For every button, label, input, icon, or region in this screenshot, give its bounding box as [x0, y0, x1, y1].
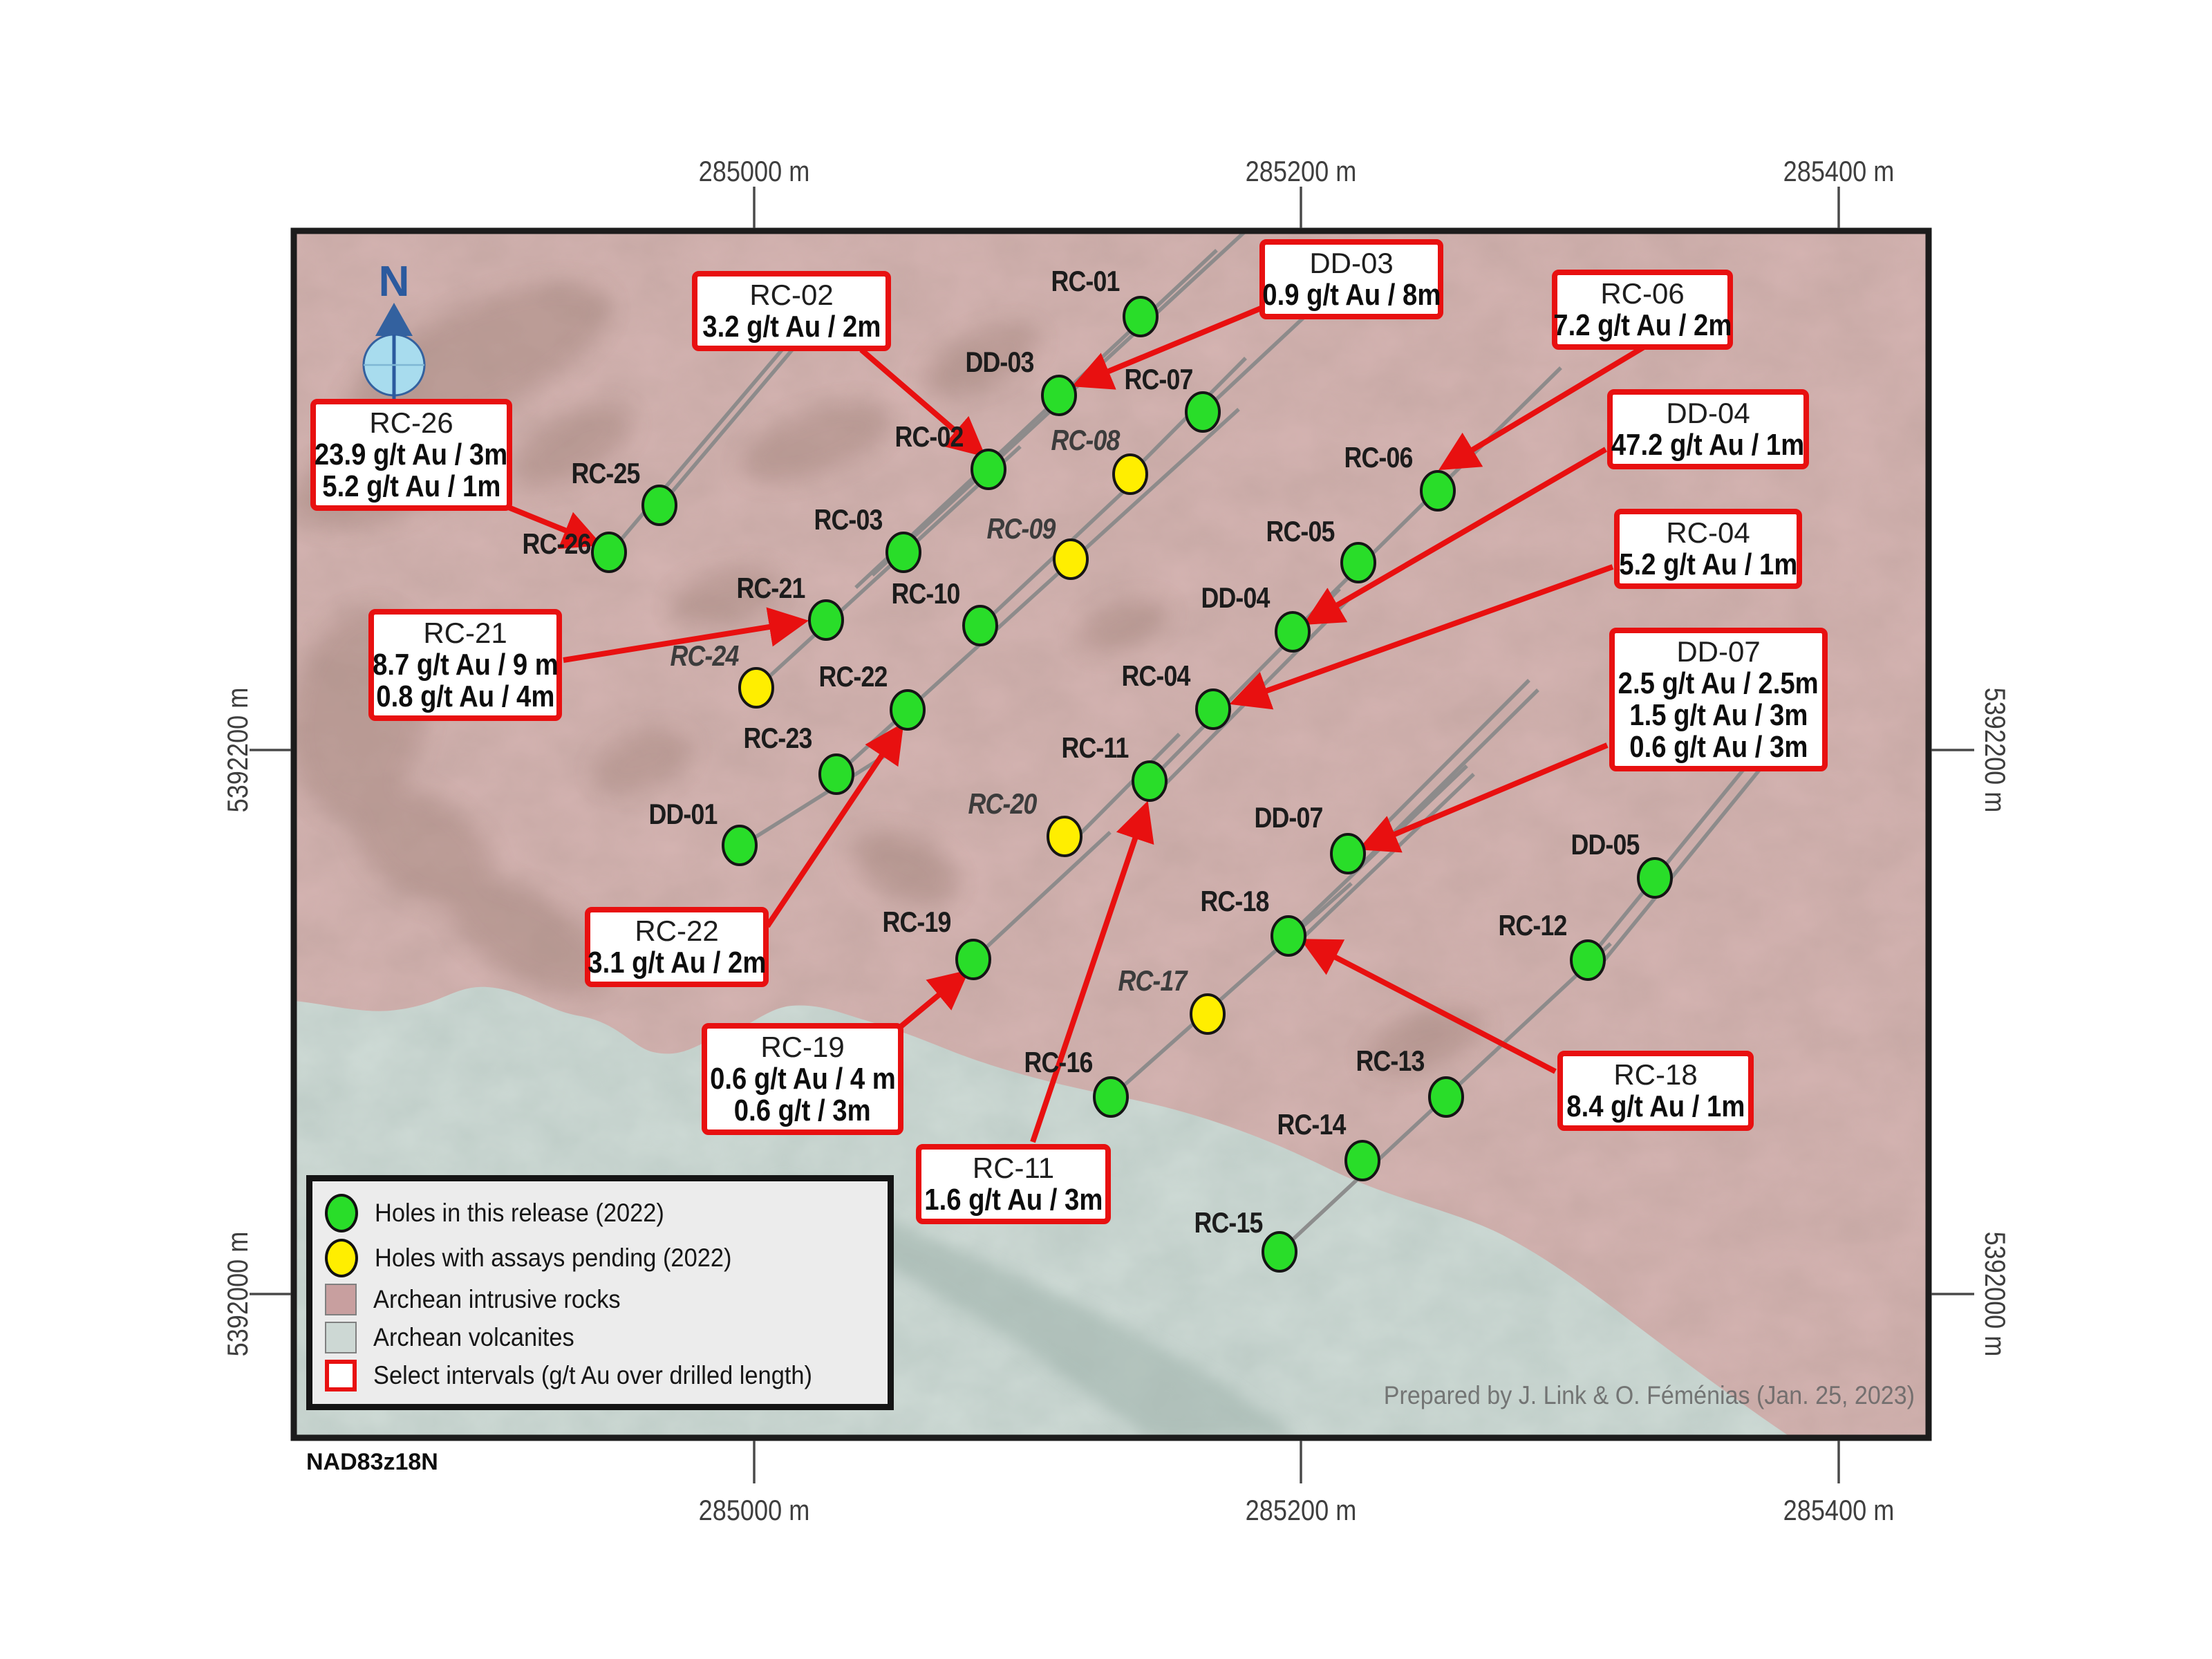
hole-marker-RC-15 — [1262, 1231, 1297, 1273]
hole-marker-RC-14 — [1344, 1140, 1380, 1181]
compass-north-letter: N — [379, 258, 410, 306]
hole-marker-RC-25 — [641, 485, 677, 526]
hole-marker-RC-08 — [1112, 453, 1148, 495]
hole-marker-RC-21 — [808, 599, 844, 641]
drill-hole-markers — [591, 296, 1673, 1273]
hole-marker-DD-01 — [722, 825, 758, 866]
hole-marker-RC-26 — [591, 532, 627, 573]
hole-marker-RC-16 — [1093, 1076, 1129, 1118]
hole-marker-RC-13 — [1428, 1076, 1464, 1118]
hole-marker-DD-05 — [1637, 857, 1673, 899]
hole-marker-RC-02 — [971, 449, 1006, 490]
hole-marker-RC-12 — [1570, 939, 1606, 981]
hole-marker-RC-22 — [890, 689, 926, 731]
hole-marker-RC-18 — [1271, 915, 1306, 957]
callout-arrows — [487, 306, 1651, 1143]
hole-marker-RC-20 — [1047, 816, 1082, 857]
terrain — [294, 231, 1929, 1438]
hole-marker-RC-11 — [1132, 760, 1168, 802]
compass-needle-icon — [375, 303, 413, 336]
grid-ticks — [250, 187, 1974, 1483]
hole-marker-RC-23 — [818, 753, 854, 795]
hole-marker-RC-01 — [1123, 296, 1159, 337]
hole-marker-DD-07 — [1330, 833, 1366, 874]
hole-marker-RC-10 — [962, 605, 998, 646]
compass-rose: N — [362, 258, 426, 408]
hole-marker-RC-17 — [1190, 993, 1226, 1035]
hole-marker-RC-24 — [738, 667, 774, 709]
hole-marker-RC-07 — [1185, 391, 1221, 433]
hole-marker-DD-04 — [1275, 611, 1311, 653]
hole-marker-RC-06 — [1420, 470, 1456, 512]
hole-marker-RC-04 — [1195, 688, 1231, 730]
hole-marker-RC-19 — [955, 939, 991, 980]
hole-marker-RC-05 — [1340, 542, 1376, 583]
hillshade-dark-patches — [294, 281, 1485, 1075]
hole-marker-RC-03 — [885, 532, 921, 573]
hole-marker-RC-09 — [1053, 538, 1089, 580]
map-frame-border — [290, 227, 1932, 1441]
hole-marker-DD-03 — [1041, 375, 1077, 416]
